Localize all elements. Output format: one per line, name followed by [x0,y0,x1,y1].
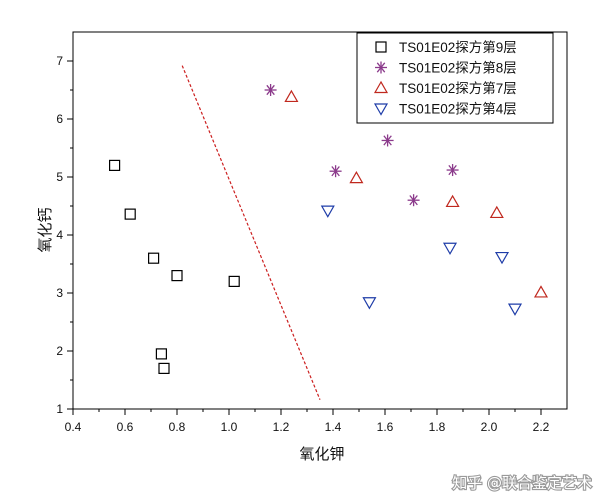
data-point [442,242,458,255]
data-point [124,208,136,220]
x-tick-label: 0.8 [169,420,186,434]
x-tick-label: 1.0 [221,420,238,434]
legend-label: TS01E02探方第7层 [399,80,517,96]
x-tick-label: 1.8 [429,420,446,434]
legend-label: TS01E02探方第4层 [399,101,517,117]
x-axis-label: 氧化钾 [299,445,344,463]
data-point [446,164,459,177]
y-tick-label: 3 [56,286,63,300]
x-tick-label: 0.4 [65,420,82,434]
legend-marker [375,61,387,74]
data-point [148,252,160,264]
y-tick-label: 1 [56,402,63,416]
legend-box [356,32,554,124]
legend-marker [373,103,389,116]
watermark: 知乎 @联合鉴定艺术 [451,473,593,493]
x-tick-label: 1.2 [273,420,290,434]
data-point [171,270,183,282]
y-tick-label: 2 [56,344,63,358]
data-point [228,275,240,287]
legend-label: TS01E02探方第8层 [399,60,517,76]
x-tick-label: 1.6 [377,420,394,434]
series-2 [264,84,459,207]
data-point [155,348,167,360]
separator-dashed-line [181,65,321,400]
data-point [362,297,377,310]
legend: TS01E02探方第9层 TS01E02探方第8层 TS01E02探方第7层 TS01… [356,32,554,124]
data-point [533,285,549,298]
legend-marker [375,41,387,53]
series-4 [320,205,523,316]
y-axis-label: 氧化钙 [36,207,54,252]
y-tick-label: 7 [56,54,63,68]
series-3 [284,89,549,298]
legend-label: TS01E02探方第9层 [399,39,517,55]
x-tick-label: 1.4 [325,420,342,434]
data-point [445,194,460,208]
data-point [284,89,299,103]
watermark-text: 知乎 @联合鉴定艺术 [452,474,592,492]
x-tick-label: 2.0 [481,420,498,434]
data-point [320,205,335,218]
data-point [494,251,510,265]
series-1 [108,159,240,374]
data-point [264,84,277,96]
data-point [108,159,121,171]
data-point [489,205,504,219]
legend-marker [373,80,389,94]
plot-frame [72,31,568,410]
data-point [507,303,523,316]
data-point [158,362,170,374]
data-point [381,134,394,147]
data-point [407,194,420,207]
data-point [329,165,342,178]
y-tick-label: 5 [56,170,63,184]
y-tick-label: 4 [56,228,63,242]
x-tick-label: 0.6 [117,420,134,434]
x-tick-label: 2.2 [533,420,550,434]
data-point [349,170,364,184]
y-tick-label: 6 [56,112,63,126]
